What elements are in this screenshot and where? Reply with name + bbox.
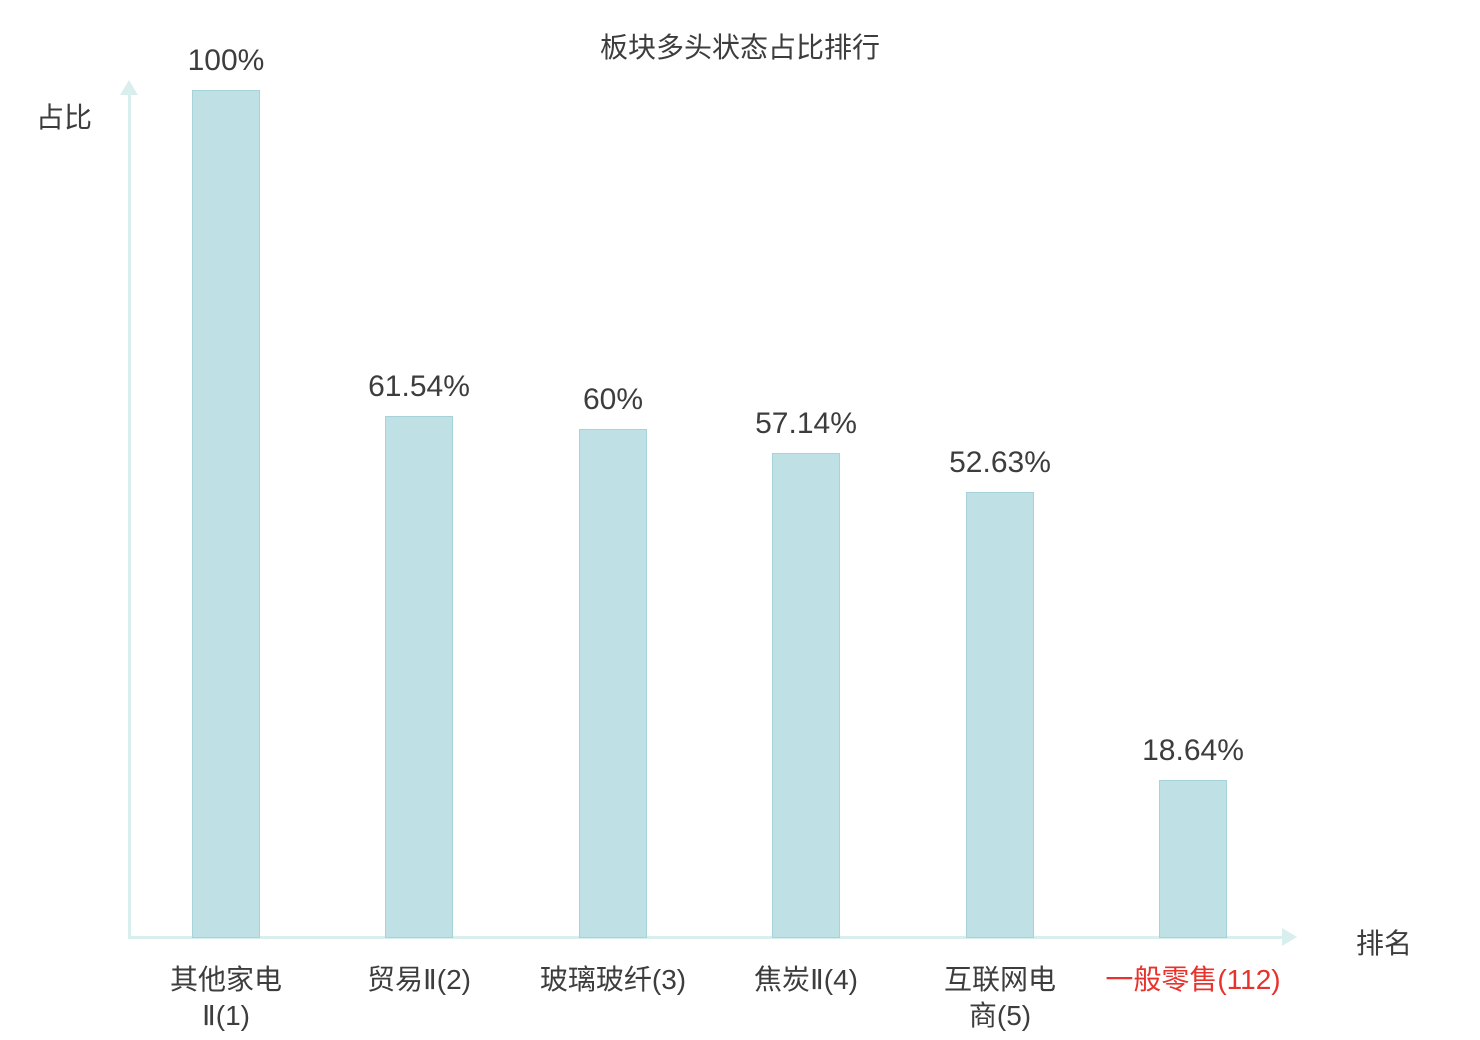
bar-value-label: 60% [582, 383, 644, 416]
bar-2 [385, 416, 453, 938]
bar-value-label: 100% [187, 44, 265, 77]
y-axis-label: 占比 [36, 102, 93, 133]
y-axis-line [128, 92, 131, 938]
category-label: 贸易Ⅱ(2) [366, 964, 471, 995]
y-axis-arrow-icon [120, 80, 138, 95]
bar-value-label: 61.54% [368, 370, 470, 403]
bar-4 [772, 453, 840, 938]
bar-1 [192, 90, 260, 938]
category-label: 一般零售(112) [1105, 964, 1281, 995]
bar-value-label: 52.63% [949, 446, 1051, 479]
category-label: 互联网电 商(5) [943, 964, 1056, 1032]
category-label: 其他家电 Ⅱ(1) [169, 964, 282, 1032]
bar-value-label: 57.14% [755, 407, 857, 440]
x-axis-label: 排名 [1356, 928, 1413, 959]
category-label: 焦炭Ⅱ(4) [753, 964, 858, 995]
chart-title: 板块多头状态占比排行 [599, 32, 880, 63]
category-label: 玻璃玻纤(3) [539, 964, 687, 995]
x-axis-line [128, 936, 1284, 939]
x-axis-arrow-icon [1282, 928, 1297, 946]
bar-value-label: 18.64% [1142, 734, 1244, 767]
bar-6 [1159, 780, 1227, 938]
bar-3 [579, 429, 647, 938]
bar-5 [966, 492, 1034, 938]
